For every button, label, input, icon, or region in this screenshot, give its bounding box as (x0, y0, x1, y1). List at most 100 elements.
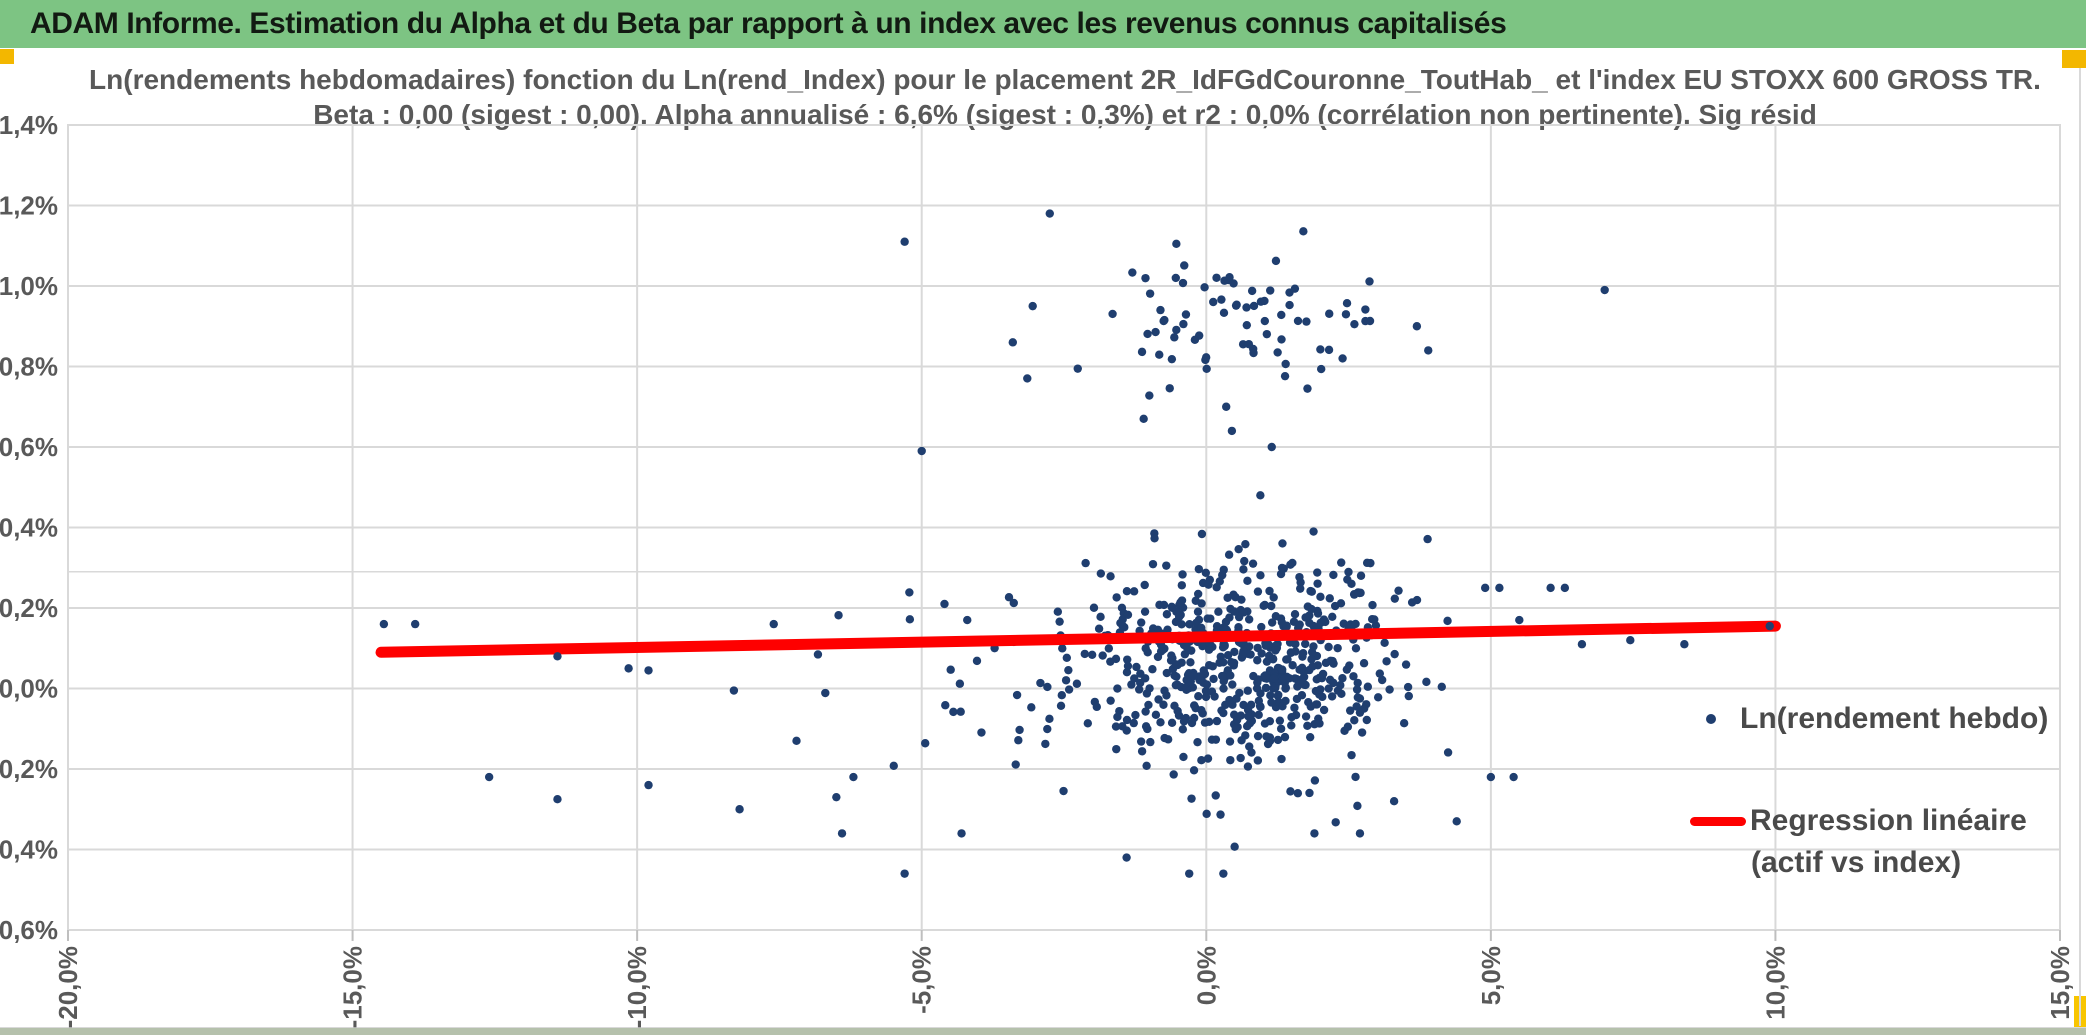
scatter-point (1043, 682, 1052, 692)
chart-title-line1: Ln(rendements hebdomadaires) fonction du… (89, 64, 2041, 95)
scatter-point (1140, 674, 1150, 683)
scatter-point (1231, 724, 1240, 734)
legend-regression-label-line1: Regression linéaire (1750, 804, 2027, 837)
scatter-point (1319, 705, 1329, 715)
scatter-point (1202, 680, 1212, 689)
scatter-point (1219, 684, 1228, 693)
scatter-point (1043, 724, 1052, 734)
scatter-point (1277, 310, 1286, 320)
scatter-point (1134, 685, 1144, 694)
scatter-point (1297, 675, 1306, 684)
scatter-point (1443, 748, 1453, 757)
scatter-point (1291, 639, 1300, 649)
scatter-point (1222, 402, 1231, 411)
scatter-point (1230, 842, 1239, 851)
scatter-point (1211, 791, 1220, 800)
scatter-point (1167, 354, 1177, 364)
x-tick-label: -20,0% (53, 946, 83, 1028)
scatter-point (972, 656, 982, 666)
scatter-point (1288, 661, 1297, 670)
legend-regression-label-line2: (actif vs index) (1751, 846, 1962, 879)
scatter-point (1254, 710, 1263, 720)
scatter-point (1173, 706, 1182, 716)
scatter-point (1139, 414, 1148, 424)
scatter-point (1243, 576, 1252, 586)
scatter-point (1137, 747, 1147, 756)
scatter-point (1368, 600, 1377, 610)
y-tick-label: -0,4% (0, 835, 58, 865)
scatter-point (1027, 703, 1036, 712)
scatter-point (1271, 646, 1280, 655)
scatter-point (1268, 655, 1278, 664)
scatter-point (1143, 724, 1152, 734)
scatter-point (1154, 695, 1163, 704)
scatter-point (1083, 719, 1093, 728)
scatter-point (1219, 308, 1229, 318)
scatter-point (1253, 731, 1263, 741)
scatter-point (1137, 618, 1146, 627)
scatter-series[interactable] (813, 227, 1453, 851)
scatter-point (1230, 647, 1239, 657)
scatter-point (1190, 701, 1199, 710)
scatter-point (1422, 677, 1431, 687)
scatter-point (1293, 316, 1303, 326)
scatter-point (1328, 656, 1337, 666)
scatter-point (1253, 587, 1263, 596)
sheet-header-title: ADAM Informe. Estimation du Alpha et du … (30, 7, 1507, 40)
scatter-point (1171, 660, 1181, 669)
scatter-point (1337, 558, 1346, 567)
scatter-point (1351, 772, 1360, 782)
window-right-border (2079, 68, 2081, 1026)
scatter-point (1009, 598, 1018, 608)
x-tick-label: 0,0% (1191, 946, 1221, 1005)
scatter-point (1242, 303, 1251, 312)
scatter-point (1225, 737, 1235, 746)
legend-entry-scatter[interactable]: Ln(rendement hebdo) (1706, 702, 2048, 736)
scatter-point (900, 869, 909, 878)
scatter-point (1344, 567, 1353, 577)
scatter-point (1230, 607, 1239, 616)
scatter-point (1299, 227, 1308, 236)
scatter-point (1159, 316, 1168, 326)
scatter-point (1123, 655, 1132, 664)
scatter-point (1293, 682, 1302, 691)
scatter-point (1480, 583, 1490, 593)
scatter-point (1169, 770, 1178, 779)
legend-entry-regression[interactable]: Regression linéaire (1690, 804, 2027, 838)
scatter-point (1361, 316, 1370, 326)
scatter-point (1148, 665, 1157, 674)
scatter-point (1308, 662, 1317, 671)
scatter-point (1187, 794, 1196, 803)
scatter-point (1313, 579, 1322, 588)
scatter-point (832, 792, 841, 802)
scatter-point (1096, 612, 1105, 622)
scatter-point (1106, 572, 1115, 581)
scatter-outliers[interactable] (379, 209, 1774, 878)
scatter-point (1058, 644, 1067, 653)
scatter-point (1353, 801, 1362, 811)
legend-scatter-marker-icon (1706, 714, 1716, 724)
scatter-point (1129, 587, 1139, 596)
scatter-point (1309, 527, 1318, 536)
scatter-point (1380, 638, 1389, 647)
scatter-point (1162, 668, 1172, 678)
scatter-point (1271, 612, 1281, 621)
regression-line[interactable] (375, 620, 1781, 658)
scatter-point (1269, 674, 1279, 683)
scatter-point (1290, 703, 1299, 712)
scatter-point (1330, 601, 1340, 611)
scatter-point (1263, 739, 1273, 749)
scatter-point (644, 780, 653, 790)
scatter-point (1287, 713, 1296, 722)
scatter-point (1117, 603, 1127, 613)
scatter-point (1301, 712, 1311, 721)
scatter-point (1328, 612, 1337, 622)
scatter-point (1201, 568, 1211, 578)
x-tick-label: 15,0% (2045, 946, 2075, 1020)
scatter-point (1515, 615, 1524, 625)
scatter-point (1325, 309, 1334, 318)
scatter-point (1261, 683, 1271, 693)
y-tick-label: 1,2% (0, 191, 58, 221)
scatter-point (1333, 686, 1343, 695)
